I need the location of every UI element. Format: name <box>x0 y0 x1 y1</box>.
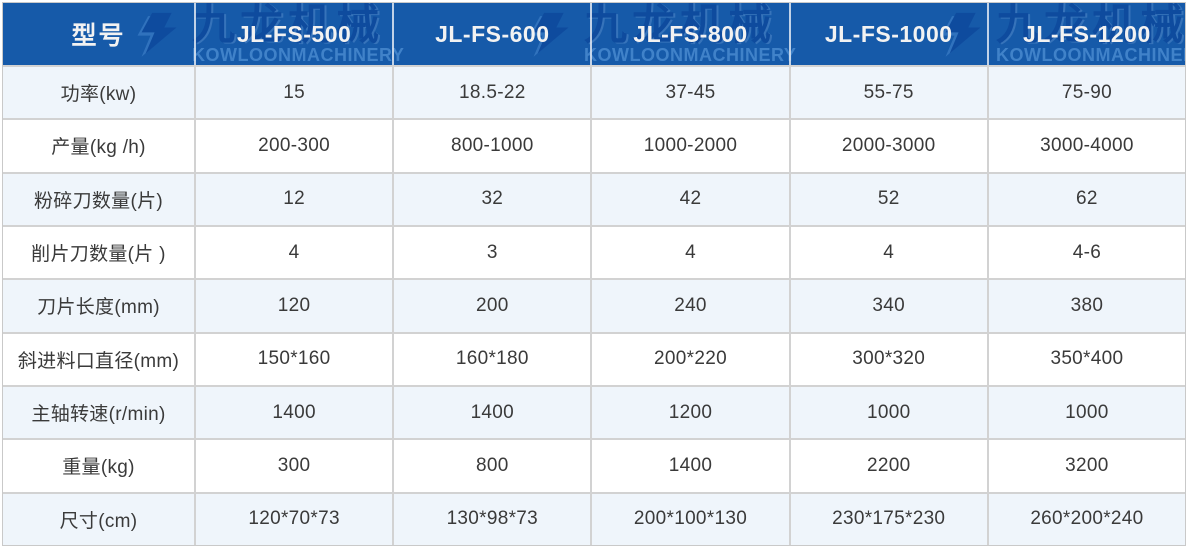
header-row: 九龙机械 KOWLOONMACHINERY 九龙机械 KOWLOONMACHIN… <box>3 3 1185 65</box>
spec-cell: 12 <box>196 173 395 225</box>
spec-cell: 3000-4000 <box>1040 134 1134 156</box>
spec-cell: 75-90 <box>1061 81 1112 103</box>
spec-cell: 200 <box>394 280 593 332</box>
row-label: 重量(kg) <box>3 440 196 492</box>
table-row: 斜进料口直径(mm) 150*160 160*180 200*220 300*320 35… <box>3 331 1185 385</box>
spec-cell: 37-45 <box>592 67 791 119</box>
model-header: JL-FS-500 <box>196 3 395 65</box>
row-label: 尺寸(cm) <box>3 493 196 545</box>
spec-cell: 62 <box>1076 188 1098 210</box>
table-row: 功率(kw) 15 18.5-22 37-45 55-75 75-90 <box>3 65 1185 119</box>
row-label: 刀片长度(mm) <box>3 280 196 332</box>
spec-cell: 2200 <box>791 440 989 492</box>
spec-cell: 200*100*130 <box>592 493 791 545</box>
model-header: JL-FS-1000 <box>791 3 989 65</box>
model-header: JL-FS-600 <box>394 3 593 65</box>
table-row: 重量(kg) 300 800 1400 2200 3200 <box>3 438 1185 492</box>
spec-cell: 42 <box>592 173 791 225</box>
spec-cell: 800-1000 <box>394 120 593 172</box>
spec-cell: 4 <box>592 226 791 279</box>
table-row: 尺寸(cm) 120*70*73 130*98*73 200*100*130 230*1… <box>3 491 1185 545</box>
spec-cell: 380 <box>1070 294 1104 316</box>
row-label: 斜进料口直径(mm) <box>3 333 196 385</box>
spec-cell: 4 <box>791 226 989 279</box>
table-row: 粉碎刀数量(片) 12 32 42 52 62 <box>3 171 1185 225</box>
table-row: 主轴转速(r/min) 1400 1400 1200 1000 1000 <box>3 384 1185 439</box>
row-label: 产量(kg /h) <box>3 120 196 172</box>
spec-cell: 1400 <box>394 386 593 439</box>
spec-cell: 150*160 <box>196 333 395 385</box>
spec-cell: 160*180 <box>394 333 593 385</box>
spec-cell: 200*220 <box>592 333 791 385</box>
header-label: JL-FS-800 <box>633 20 748 47</box>
spec-cell: 200-300 <box>196 120 395 172</box>
spec-cell: 4-6 <box>1072 241 1102 263</box>
spec-cell: 130*98*73 <box>394 493 593 545</box>
spec-cell: 350*400 <box>1050 348 1124 370</box>
spec-cell: 52 <box>791 173 989 225</box>
spec-cell: 260*200*240 <box>1030 508 1144 530</box>
spec-cell: 1000-2000 <box>592 120 791 172</box>
spec-cell: 340 <box>791 280 989 332</box>
header-label: JL-FS-1000 <box>824 20 953 47</box>
spec-cell: 230*175*230 <box>791 493 989 545</box>
spec-cell: 300*320 <box>791 333 989 385</box>
spec-cell: 120 <box>196 280 395 332</box>
spec-cell: 15 <box>196 67 395 119</box>
spec-cell: 18.5-22 <box>394 67 593 119</box>
header-label: 型号 <box>71 22 126 50</box>
spec-cell: 1000 <box>791 386 989 439</box>
spec-cell: 300 <box>196 440 395 492</box>
header-label: JL-FS-500 <box>236 20 352 47</box>
table-row: 产量(kg /h) 200-300 800-1000 1000-2000 2000-30… <box>3 118 1185 172</box>
spec-cell: 120*70*73 <box>196 493 395 545</box>
spec-cell: 55-75 <box>791 67 989 119</box>
model-column-header: 型号 <box>3 3 196 65</box>
row-label: 粉碎刀数量(片) <box>3 173 196 225</box>
row-label: 削片刀数量(片 ) <box>3 226 196 279</box>
spec-cell: 3 <box>394 226 593 279</box>
spec-cell: 3200 <box>1065 454 1109 476</box>
table-row: 削片刀数量(片 ) 4 3 4 4 4-6 <box>3 224 1185 279</box>
spec-cell: 1200 <box>592 386 791 439</box>
table-body: 功率(kw) 15 18.5-22 37-45 55-75 75-90 产量(kg /h) 2… <box>3 65 1185 545</box>
spec-cell: 2000-3000 <box>791 120 989 172</box>
spec-cell: 1400 <box>196 386 395 439</box>
header-label: JL-FS-600 <box>435 20 550 47</box>
spec-cell: 1000 <box>1065 401 1109 423</box>
spec-cell: 4 <box>196 226 395 279</box>
row-label: 主轴转速(r/min) <box>3 386 196 439</box>
spec-cell: 32 <box>394 173 593 225</box>
model-header: JL-FS-800 <box>592 3 791 65</box>
row-label: 功率(kw) <box>3 67 196 119</box>
table-row: 刀片长度(mm) 120 200 240 340 380 <box>3 278 1185 332</box>
model-header: JL-FS-1200 <box>989 3 1185 65</box>
spec-cell: 240 <box>592 280 791 332</box>
header-label: JL-FS-1200 <box>1023 20 1151 47</box>
spec-cell: 1400 <box>592 440 791 492</box>
spec-cell: 800 <box>394 440 593 492</box>
